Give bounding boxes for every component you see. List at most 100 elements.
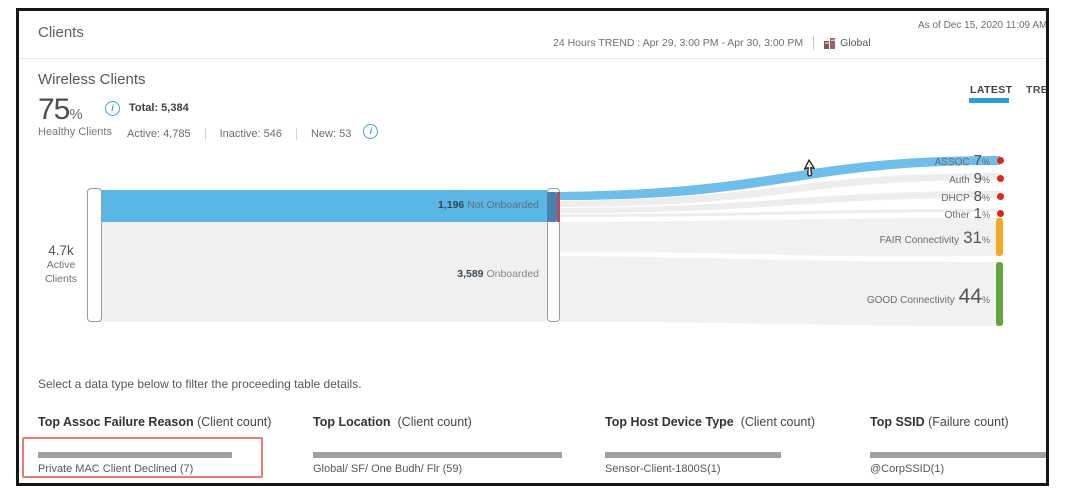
other-value: 1 — [973, 205, 982, 222]
failure-row-dhcp[interactable]: DHCP 8% — [941, 188, 990, 206]
auth-value: 9 — [973, 170, 982, 187]
not-onboarded-text: Not Onboarded — [467, 199, 539, 211]
divider — [813, 36, 815, 50]
column-header: Top Host Device Type (Client count) — [605, 415, 815, 429]
new-count: New: 53 — [310, 127, 352, 140]
fair-connectivity-value: 31 — [963, 228, 982, 247]
top-assoc-failure-item[interactable]: Private MAC Client Declined (7) — [38, 463, 194, 475]
client-counts-row: Active: 4,785 Inactive: 546 New: 53 i — [127, 124, 379, 141]
onboarded-value: 3,589 — [457, 268, 484, 280]
column-unit: (Client count) — [740, 415, 816, 429]
divider — [204, 127, 206, 140]
new-clients-info-icon[interactable]: i — [363, 124, 379, 139]
failure-row-other[interactable]: Other 1% — [945, 205, 990, 223]
filter-column-location: Top Location (Client count) Global/ SF/ … — [313, 415, 562, 475]
good-connectivity-row[interactable]: GOOD Connectivity 44% — [867, 285, 990, 309]
assoc-label: ASSOC — [934, 157, 970, 168]
dhcp-failure-dot — [997, 193, 1004, 200]
column-title: Top Assoc Failure Reason — [38, 415, 194, 429]
good-connectivity-bar — [996, 262, 1003, 326]
top-value-bar[interactable] — [38, 452, 232, 458]
top-location-item[interactable]: Global/ SF/ One Budh/ Flr (59) — [313, 463, 463, 475]
not-onboarded-band[interactable] — [90, 190, 547, 222]
column-header: Top Location (Client count) — [313, 415, 472, 429]
tab-trend[interactable]: TREND — [1026, 84, 1049, 96]
not-onboarded-label[interactable]: 1,196 Not Onboarded — [299, 199, 539, 211]
flow-auth-failure[interactable] — [560, 173, 1000, 207]
failure-row-assoc[interactable]: ASSOC 7% — [935, 152, 990, 170]
percent-sign: % — [981, 157, 990, 167]
not-onboarded-node-segment[interactable] — [547, 192, 557, 222]
not-onboarded-value: 1,196 — [437, 199, 465, 211]
global-sites-icon — [824, 38, 836, 49]
flow-good-connectivity[interactable] — [560, 256, 1000, 326]
filter-instruction: Select a data type below to filter the p… — [38, 377, 362, 391]
fair-connectivity-label: FAIR Connectivity — [879, 235, 960, 246]
active-clients-caption-2: Clients — [44, 273, 78, 285]
section-title: Wireless Clients — [38, 71, 146, 88]
percent-sign: % — [69, 106, 83, 123]
failure-row-auth[interactable]: Auth 9% — [949, 170, 990, 188]
active-clients-node[interactable] — [87, 188, 102, 322]
healthy-percent-value: 75 — [38, 93, 70, 126]
column-header: Top SSID (Failure count) — [870, 415, 1009, 429]
top-value-bar[interactable] — [605, 452, 781, 458]
as-of-timestamp: As of Dec 15, 2020 11:09 AM — [918, 20, 1048, 31]
site-scope-selector[interactable]: Global — [823, 37, 871, 49]
auth-label: Auth — [949, 175, 970, 186]
onboarded-band[interactable] — [90, 222, 547, 322]
good-connectivity-label: GOOD Connectivity — [866, 295, 955, 306]
top-ssid-item[interactable]: @CorpSSID(1) — [870, 463, 945, 475]
assoc-value: 7 — [973, 152, 982, 169]
clients-dashboard-window: Clients As of Dec 15, 2020 11:09 AM 24 H… — [16, 8, 1049, 486]
active-clients-caption-1: Active — [46, 259, 76, 271]
auth-failure-dot — [997, 175, 1004, 182]
flow-dhcp-failure[interactable] — [560, 191, 1000, 213]
top-value-bar[interactable] — [870, 452, 1046, 458]
highlight-box — [22, 437, 263, 478]
inactive-count: Inactive: 546 — [219, 127, 282, 140]
percent-sign: % — [981, 295, 990, 305]
trend-range-bar: 24 Hours TREND : Apr 29, 3:00 PM - Apr 3… — [553, 36, 871, 50]
column-title: Top Host Device Type — [605, 415, 734, 429]
percent-sign: % — [981, 193, 990, 203]
column-unit: (Failure count) — [928, 415, 1009, 429]
other-label: Other — [944, 210, 970, 221]
failure-stripe — [557, 192, 560, 222]
onboarded-label[interactable]: 3,589 Onboarded — [299, 268, 539, 280]
sankey-flows — [560, 156, 1000, 326]
column-title: Top SSID — [870, 415, 925, 429]
flow-fair-connectivity[interactable] — [560, 218, 1000, 257]
trend-range-text: 24 Hours TREND : Apr 29, 3:00 PM - Apr 3… — [553, 37, 804, 49]
mouse-cursor-icon — [803, 159, 815, 177]
header-divider — [19, 58, 1046, 59]
top-value-bar[interactable] — [313, 452, 562, 458]
fair-connectivity-bar — [996, 218, 1003, 256]
active-clients-value: 4.7k — [48, 243, 74, 258]
health-info-icon[interactable]: i — [105, 101, 120, 116]
active-count: Active: 4,785 — [127, 127, 191, 140]
good-connectivity-value: 44 — [958, 285, 982, 308]
fair-connectivity-row[interactable]: FAIR Connectivity 31% — [880, 228, 990, 248]
column-unit: (Client count) — [397, 415, 472, 429]
dhcp-label: DHCP — [941, 193, 970, 204]
page-title: Clients — [38, 24, 84, 41]
healthy-percent: 75% — [38, 93, 83, 127]
percent-sign: % — [981, 175, 990, 185]
tab-latest[interactable]: LATEST — [970, 84, 1013, 96]
onboarded-text: Onboarded — [486, 268, 539, 280]
divider — [295, 127, 297, 140]
percent-sign: % — [981, 235, 990, 245]
percent-sign: % — [981, 210, 990, 220]
healthy-caption: Healthy Clients — [38, 126, 112, 138]
column-header: Top Assoc Failure Reason (Client count) — [38, 415, 271, 429]
source-node-label: 4.7k Active Clients — [31, 243, 91, 286]
column-title: Top Location — [313, 415, 391, 429]
top-host-device-item[interactable]: Sensor-Client-1800S(1) — [605, 463, 721, 475]
site-scope-label: Global — [840, 37, 871, 49]
filter-column-host-device: Top Host Device Type (Client count) Sens… — [605, 415, 815, 475]
tab-latest-active-underline — [969, 98, 1009, 103]
flow-other-failure[interactable] — [560, 209, 1000, 217]
total-clients: Total: 5,384 — [129, 102, 189, 114]
flow-assoc-failure[interactable] — [560, 156, 1000, 200]
